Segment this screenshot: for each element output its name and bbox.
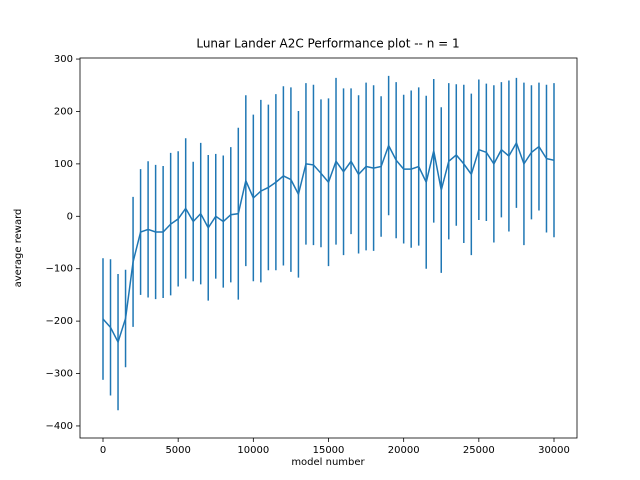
y-tick-label: 300 (54, 54, 73, 65)
x-tick-label: 20000 (388, 445, 420, 456)
chart-title: Lunar Lander A2C Performance plot -- n =… (196, 37, 459, 51)
y-tick-label: −400 (46, 421, 73, 432)
mean-line (102, 141, 555, 345)
x-axis-label: model number (291, 457, 365, 468)
y-tick-label: −300 (46, 369, 73, 380)
x-tick-label: 0 (100, 445, 106, 456)
x-tick-label: 25000 (463, 445, 495, 456)
x-tick-label: 5000 (165, 445, 190, 456)
y-tick-label: 100 (54, 159, 73, 170)
x-tick-label: 15000 (313, 445, 345, 456)
plot-frame (79, 57, 578, 439)
x-tick-label: 10000 (237, 445, 269, 456)
y-tick-label: −100 (46, 264, 73, 275)
y-axis-label: average reward (13, 209, 24, 288)
y-tick-label: 200 (54, 106, 73, 117)
y-tick-label: 0 (67, 211, 73, 222)
y-tick-label: −200 (46, 316, 73, 327)
x-tick-label: 30000 (538, 445, 570, 456)
